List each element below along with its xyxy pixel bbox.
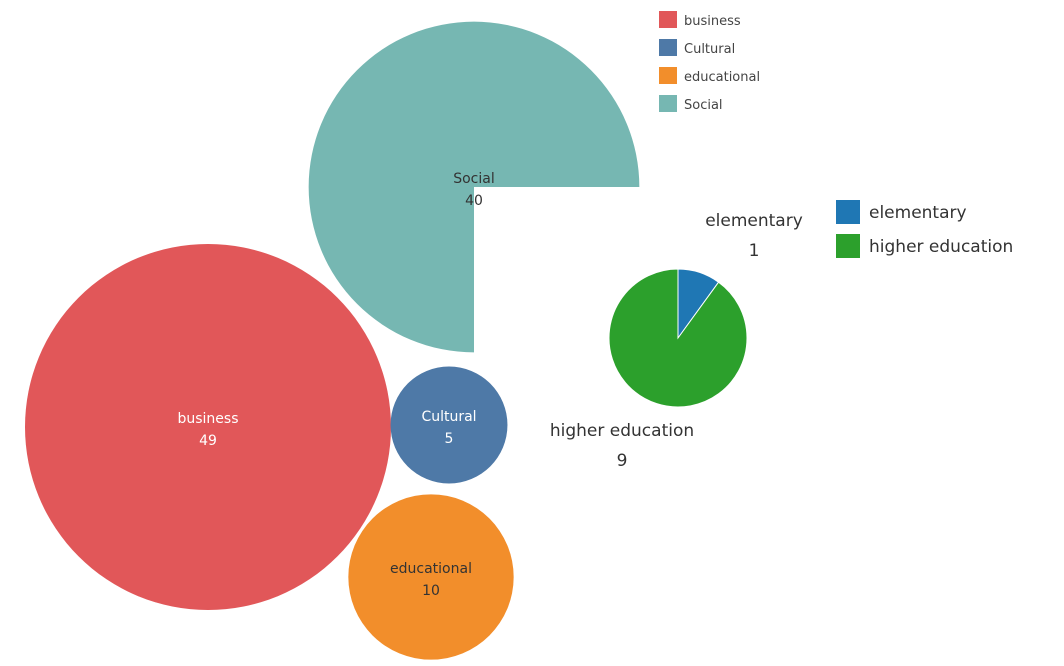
pie-value-elementary: 1: [749, 241, 760, 261]
legend-swatch-social: [659, 95, 677, 112]
pie-value-higher-education: 9: [617, 451, 628, 471]
legend-label-elementary: elementary: [869, 203, 967, 223]
bubble-value-business: 49: [199, 433, 217, 449]
bubble-value-social: 40: [465, 193, 483, 209]
legend-label-educational: educational: [684, 70, 760, 85]
bubble-value-cultural: 5: [445, 431, 454, 447]
pie-legend: elementary higher education: [836, 200, 1013, 258]
bubble-label-educational: educational: [390, 561, 472, 577]
bubble-educational[interactable]: [348, 494, 514, 660]
bubble-cultural[interactable]: [390, 366, 508, 484]
bubble-label-social: Social: [453, 171, 495, 187]
legend-swatch-elementary: [836, 200, 860, 224]
legend-label-higher-education: higher education: [869, 237, 1013, 257]
pie-label-elementary: elementary: [705, 211, 803, 231]
bubble-label-business: business: [177, 411, 238, 427]
legend-label-cultural: Cultural: [684, 42, 735, 57]
pie-slice-higher-education[interactable]: [608, 268, 748, 408]
legend-swatch-higher-education: [836, 234, 860, 258]
pie-label-higher-education: higher education: [550, 421, 694, 441]
legend-swatch-business: [659, 11, 677, 28]
bubble-social[interactable]: [308, 21, 640, 353]
legend-swatch-educational: [659, 67, 677, 84]
bubble-chart: Social 40 business 49 Cultural 5 educational 10: [25, 21, 706, 660]
bubble-legend: business Cultural educational Social: [659, 11, 760, 113]
legend-label-business: business: [684, 14, 741, 29]
bubble-label-cultural: Cultural: [421, 409, 476, 425]
bubble-value-educational: 10: [422, 583, 440, 599]
legend-label-social: Social: [684, 98, 723, 113]
legend-swatch-cultural: [659, 39, 677, 56]
pie-chart: elementary 1 higher education 9: [550, 211, 803, 471]
bubble-business[interactable]: [25, 244, 391, 610]
